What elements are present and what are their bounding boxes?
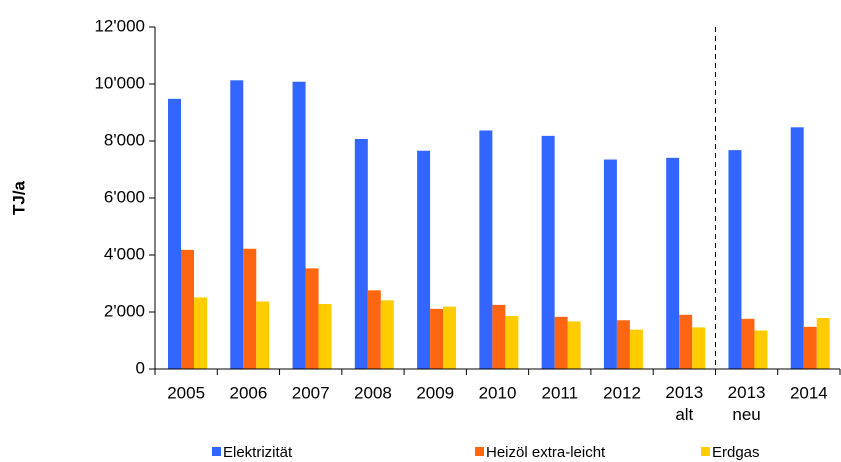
x-tick-label: 2005 (167, 383, 205, 402)
y-tick-label: 8'000 (104, 130, 145, 149)
bar (194, 297, 207, 369)
bar (243, 248, 257, 369)
bar (629, 329, 643, 369)
y-tick-label: 2'000 (104, 301, 145, 320)
bar (728, 150, 742, 369)
bar (567, 321, 581, 369)
bar (443, 306, 457, 369)
legend-label: Erdgas (712, 444, 760, 461)
bar (741, 318, 755, 369)
legend: Elektrizität Heizöl extra-leicht Erdgas (212, 444, 760, 461)
bar (380, 300, 394, 369)
legend-swatch (475, 447, 484, 456)
bar (816, 317, 830, 369)
x-tick-label: 2007 (292, 383, 330, 402)
y-tick-label: 0 (136, 358, 145, 377)
x-tick-label: 2009 (416, 383, 454, 402)
x-tick-label: 2006 (229, 383, 267, 402)
bar (554, 316, 568, 369)
bar (479, 130, 493, 369)
x-tick-label: 2010 (479, 383, 517, 402)
x-tick-label: 2013 alt (665, 383, 703, 424)
y-tick-label: 10'000 (94, 73, 145, 92)
bar (790, 127, 804, 369)
bar (492, 304, 506, 369)
bar (754, 330, 768, 369)
x-tick-label: 2014 (790, 383, 828, 402)
y-tick-label: 6'000 (104, 187, 145, 206)
bar (616, 320, 630, 369)
bar (256, 301, 270, 369)
bar (354, 139, 368, 369)
legend-swatch (701, 447, 710, 456)
bar (603, 159, 617, 369)
bar (541, 135, 555, 369)
bar (679, 314, 693, 369)
bar (417, 150, 431, 369)
bar (230, 80, 244, 370)
legend-label: Elektrizität (223, 444, 293, 461)
y-axis-label: TJ/a (9, 180, 28, 215)
legend-swatch (212, 447, 221, 456)
bar (181, 249, 194, 369)
bar (305, 268, 319, 369)
bar (292, 81, 306, 369)
x-tick-label: 2008 (354, 383, 392, 402)
legend-label: Heizöl extra-leicht (486, 444, 606, 461)
bar (318, 304, 332, 369)
bar (505, 315, 519, 369)
x-tick-label: 2013 neu (728, 383, 766, 424)
y-tick-label: 4'000 (104, 244, 145, 263)
x-tick-label: 2011 (541, 383, 578, 402)
bar (367, 290, 381, 369)
bar (168, 98, 181, 369)
bar (692, 327, 706, 369)
bar (803, 326, 817, 369)
y-tick-label: 12'000 (94, 16, 145, 35)
x-tick-label: 2012 (603, 383, 641, 402)
bar (430, 308, 444, 369)
bar (666, 157, 680, 369)
